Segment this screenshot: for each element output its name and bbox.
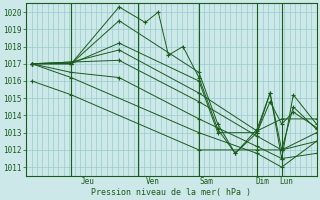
X-axis label: Pression niveau de la mer( hPa ): Pression niveau de la mer( hPa ): [91, 188, 251, 197]
